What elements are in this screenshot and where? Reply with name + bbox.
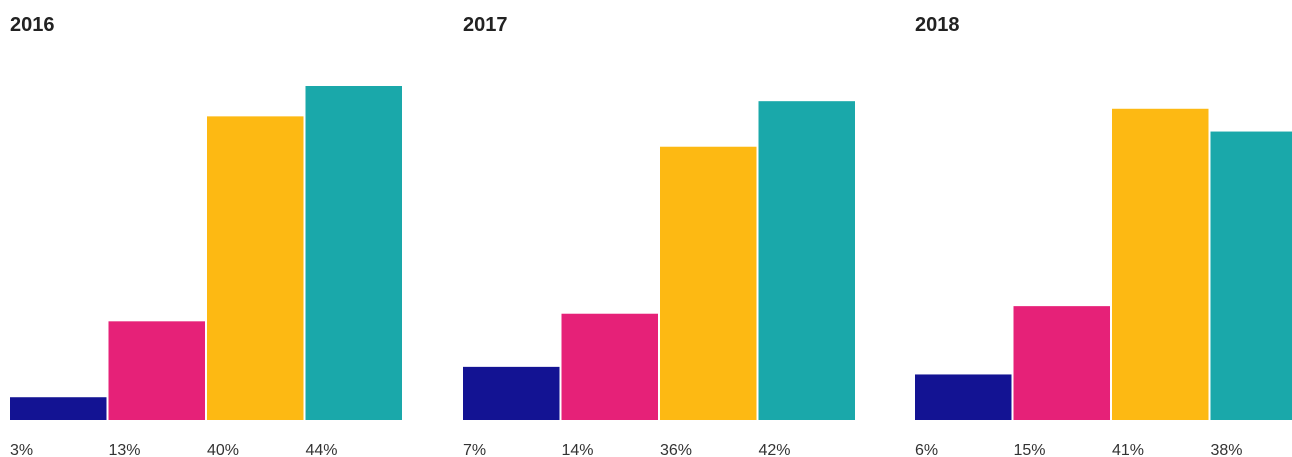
chart-title: 2017 xyxy=(463,14,508,36)
bar-value-label: 41% xyxy=(1112,442,1144,457)
bar-value-label: 15% xyxy=(1014,442,1046,457)
bar xyxy=(660,146,757,420)
chart-title: 2018 xyxy=(915,14,960,36)
bar xyxy=(1013,306,1110,420)
bar-value-label: 3% xyxy=(10,442,33,457)
bar-value-label: 14% xyxy=(562,442,594,457)
bar-value-label: 40% xyxy=(207,442,239,457)
bar xyxy=(561,313,658,420)
bar-value-label: 36% xyxy=(660,442,692,457)
bar-value-label: 38% xyxy=(1211,442,1243,457)
bar xyxy=(1112,108,1209,420)
bar xyxy=(305,86,402,420)
bar xyxy=(1210,131,1292,420)
bar xyxy=(758,101,855,420)
chart-title: 2016 xyxy=(10,14,55,36)
chart-2017: 2017 7% 14% 36% 42% xyxy=(463,14,855,457)
chart-2018: 2018 6% 15% 41% 38% xyxy=(915,14,1292,457)
bar xyxy=(108,321,205,420)
bar-value-label: 13% xyxy=(109,442,141,457)
chart-2016: 2016 3% 13% 40% 44% xyxy=(10,14,402,457)
bar xyxy=(915,374,1012,420)
bar-value-label: 42% xyxy=(759,442,791,457)
bar-value-label: 6% xyxy=(915,442,938,457)
bar xyxy=(10,397,107,420)
bar xyxy=(463,366,560,420)
bar-value-label: 7% xyxy=(463,442,486,457)
bar xyxy=(207,116,304,420)
bar-value-label: 44% xyxy=(306,442,338,457)
